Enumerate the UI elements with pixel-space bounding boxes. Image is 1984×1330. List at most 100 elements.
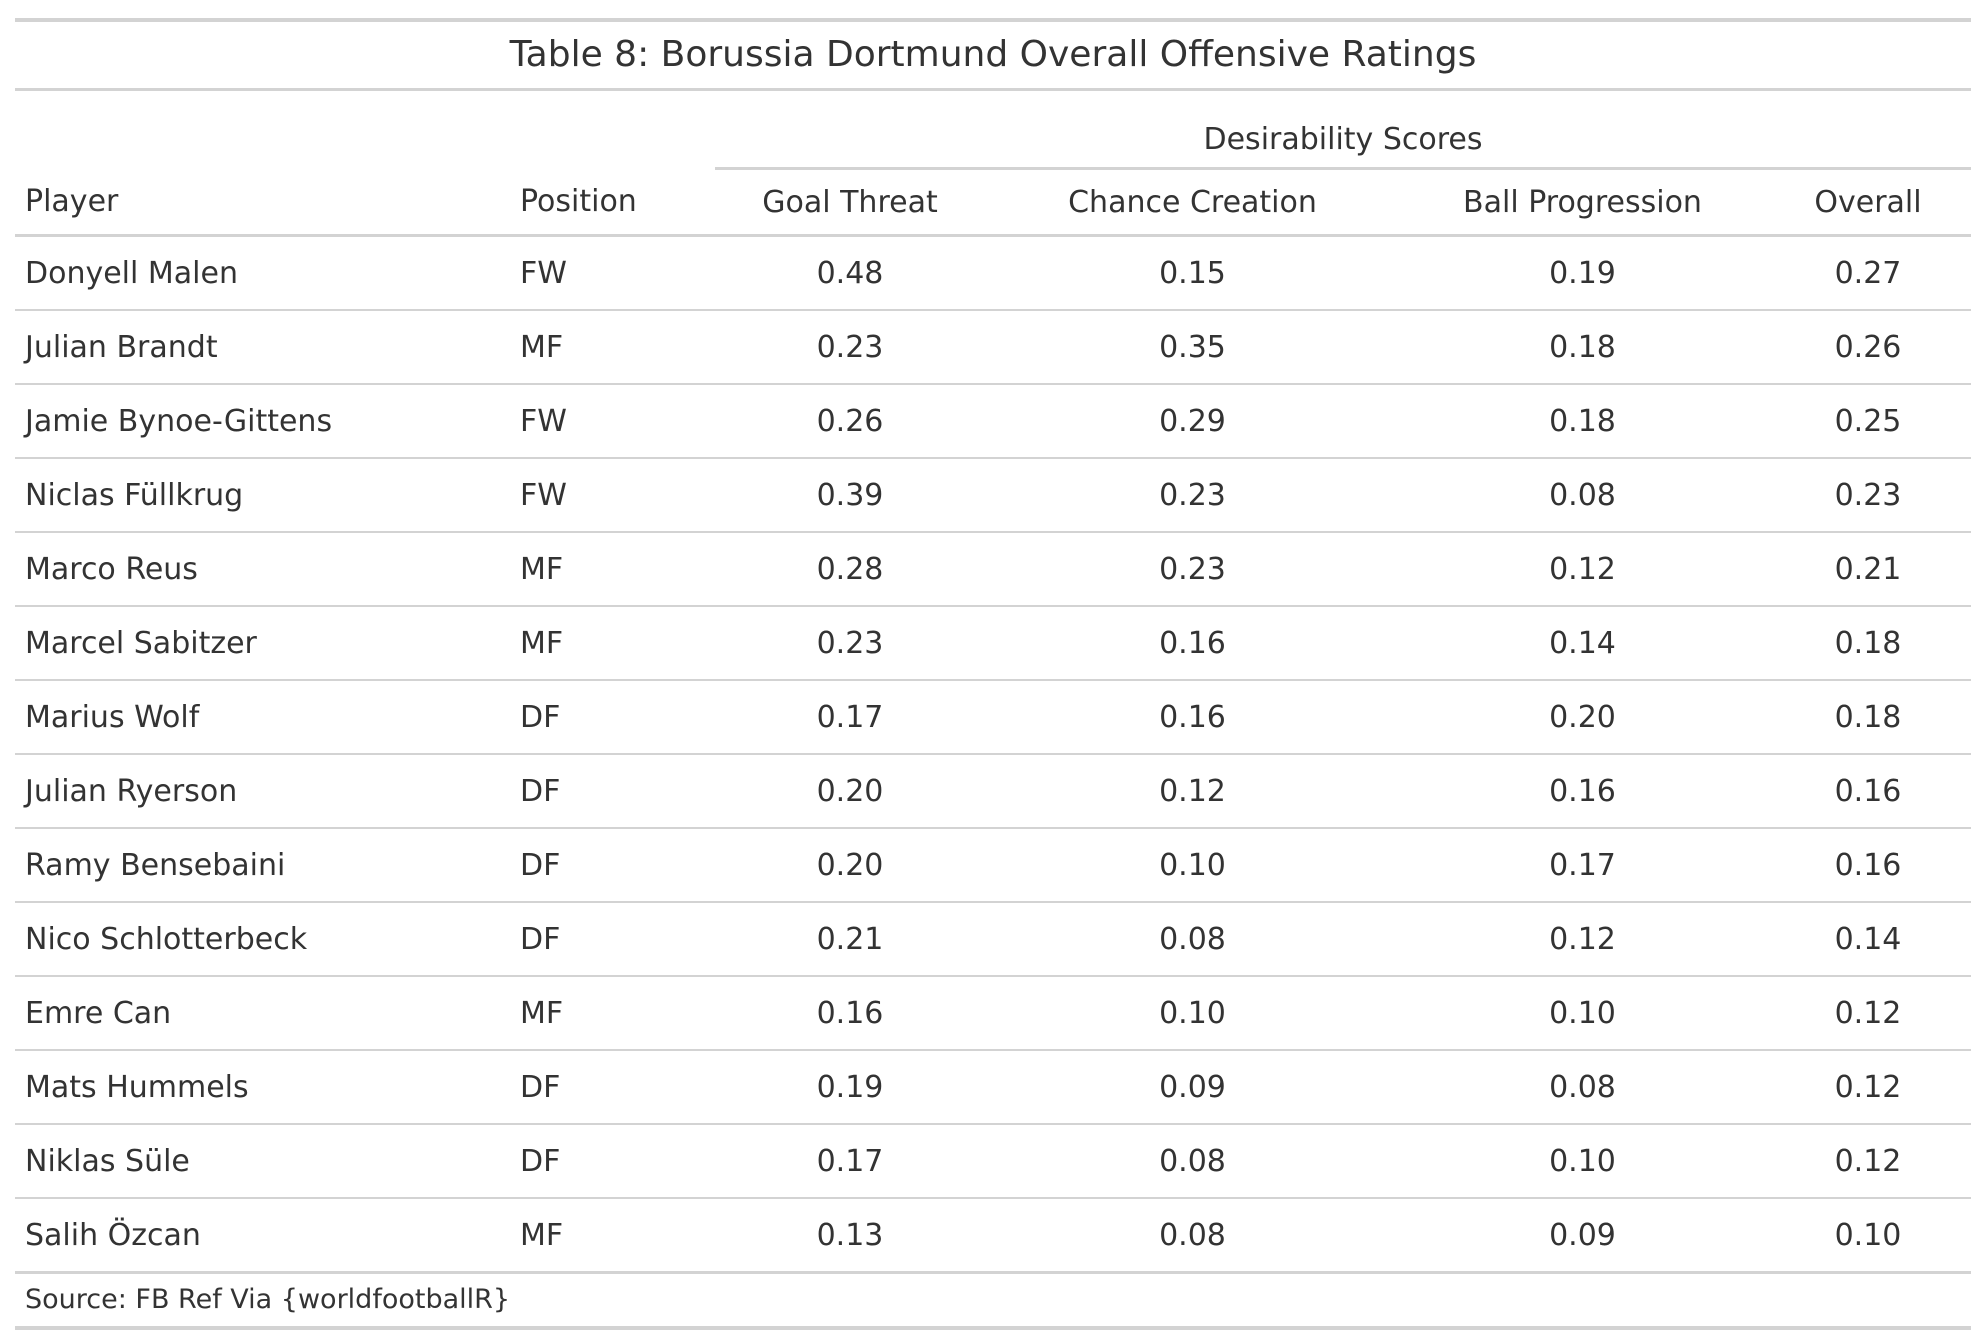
cell-position: MF <box>510 976 715 1051</box>
cell-chance-creation: 0.23 <box>985 458 1400 533</box>
ratings-table-container: Table 8: Borussia Dortmund Overall Offen… <box>15 18 1971 1330</box>
table-row: Niclas Füllkrug FW 0.39 0.23 0.08 0.23 <box>15 458 1971 533</box>
cell-goal-threat: 0.39 <box>715 458 985 533</box>
cell-overall: 0.16 <box>1765 828 1971 903</box>
table-row: Marius Wolf DF 0.17 0.16 0.20 0.18 <box>15 680 1971 755</box>
cell-ball-progression: 0.16 <box>1400 754 1765 829</box>
cell-goal-threat: 0.19 <box>715 1050 985 1125</box>
spanner-empty-cell <box>510 91 715 169</box>
cell-ball-progression: 0.18 <box>1400 310 1765 385</box>
cell-goal-threat: 0.13 <box>715 1198 985 1274</box>
cell-overall: 0.12 <box>1765 1124 1971 1199</box>
cell-chance-creation: 0.12 <box>985 754 1400 829</box>
cell-ball-progression: 0.19 <box>1400 235 1765 311</box>
cell-goal-threat: 0.23 <box>715 606 985 681</box>
cell-overall: 0.26 <box>1765 310 1971 385</box>
cell-goal-threat: 0.17 <box>715 680 985 755</box>
cell-player: Julian Ryerson <box>15 754 510 829</box>
cell-goal-threat: 0.23 <box>715 310 985 385</box>
cell-chance-creation: 0.08 <box>985 902 1400 977</box>
cell-player: Emre Can <box>15 976 510 1051</box>
table-body: Donyell Malen FW 0.48 0.15 0.19 0.27 Julian Br… <box>15 235 1971 1274</box>
cell-overall: 0.12 <box>1765 1050 1971 1125</box>
cell-ball-progression: 0.14 <box>1400 606 1765 681</box>
cell-player: Jamie Bynoe-Gittens <box>15 384 510 459</box>
cell-overall: 0.23 <box>1765 458 1971 533</box>
cell-chance-creation: 0.10 <box>985 976 1400 1051</box>
cell-chance-creation: 0.08 <box>985 1124 1400 1199</box>
cell-player: Marius Wolf <box>15 680 510 755</box>
cell-chance-creation: 0.23 <box>985 532 1400 607</box>
cell-ball-progression: 0.08 <box>1400 1050 1765 1125</box>
table-row: Emre Can MF 0.16 0.10 0.10 0.12 <box>15 976 1971 1051</box>
cell-ball-progression: 0.08 <box>1400 458 1765 533</box>
column-header-goal-threat: Goal Threat <box>715 168 985 237</box>
cell-chance-creation: 0.15 <box>985 235 1400 311</box>
cell-position: FW <box>510 384 715 459</box>
cell-position: FW <box>510 458 715 533</box>
table-row: Ramy Bensebaini DF 0.20 0.10 0.17 0.16 <box>15 828 1971 903</box>
cell-goal-threat: 0.48 <box>715 235 985 311</box>
cell-player: Marco Reus <box>15 532 510 607</box>
cell-position: MF <box>510 532 715 607</box>
cell-ball-progression: 0.18 <box>1400 384 1765 459</box>
column-header-row: Player Position Goal Threat Chance Creat… <box>15 168 1971 237</box>
column-header-chance-creation: Chance Creation <box>985 168 1400 237</box>
cell-overall: 0.25 <box>1765 384 1971 459</box>
cell-ball-progression: 0.12 <box>1400 532 1765 607</box>
cell-player: Ramy Bensebaini <box>15 828 510 903</box>
cell-chance-creation: 0.29 <box>985 384 1400 459</box>
cell-player: Niclas Füllkrug <box>15 458 510 533</box>
cell-overall: 0.14 <box>1765 902 1971 977</box>
cell-chance-creation: 0.10 <box>985 828 1400 903</box>
cell-ball-progression: 0.09 <box>1400 1198 1765 1274</box>
cell-chance-creation: 0.35 <box>985 310 1400 385</box>
cell-chance-creation: 0.09 <box>985 1050 1400 1125</box>
spanner-row: Desirability Scores <box>15 91 1971 170</box>
cell-ball-progression: 0.12 <box>1400 902 1765 977</box>
cell-position: DF <box>510 1124 715 1199</box>
cell-player: Donyell Malen <box>15 235 510 311</box>
cell-chance-creation: 0.16 <box>985 606 1400 681</box>
cell-overall: 0.18 <box>1765 606 1971 681</box>
cell-goal-threat: 0.28 <box>715 532 985 607</box>
table-row: Julian Brandt MF 0.23 0.35 0.18 0.26 <box>15 310 1971 385</box>
cell-goal-threat: 0.17 <box>715 1124 985 1199</box>
source-note: Source: FB Ref Via {worldfootballR} <box>15 1274 1971 1330</box>
cell-chance-creation: 0.08 <box>985 1198 1400 1274</box>
table-row: Nico Schlotterbeck DF 0.21 0.08 0.12 0.14 <box>15 902 1971 977</box>
cell-position: MF <box>510 310 715 385</box>
cell-ball-progression: 0.10 <box>1400 976 1765 1051</box>
cell-goal-threat: 0.20 <box>715 754 985 829</box>
cell-goal-threat: 0.20 <box>715 828 985 903</box>
column-header-overall: Overall <box>1765 168 1971 237</box>
table-row: Mats Hummels DF 0.19 0.09 0.08 0.12 <box>15 1050 1971 1125</box>
cell-player: Mats Hummels <box>15 1050 510 1125</box>
cell-position: MF <box>510 606 715 681</box>
cell-position: DF <box>510 828 715 903</box>
table-row: Salih Özcan MF 0.13 0.08 0.09 0.10 <box>15 1198 1971 1274</box>
cell-position: DF <box>510 902 715 977</box>
cell-position: MF <box>510 1198 715 1274</box>
cell-player: Salih Özcan <box>15 1198 510 1274</box>
cell-ball-progression: 0.20 <box>1400 680 1765 755</box>
table-row: Julian Ryerson DF 0.20 0.12 0.16 0.16 <box>15 754 1971 829</box>
cell-overall: 0.16 <box>1765 754 1971 829</box>
cell-goal-threat: 0.21 <box>715 902 985 977</box>
table-row: Donyell Malen FW 0.48 0.15 0.19 0.27 <box>15 235 1971 311</box>
table-title: Table 8: Borussia Dortmund Overall Offen… <box>15 22 1971 91</box>
spanner-empty-cell <box>15 91 510 169</box>
cell-player: Niklas Süle <box>15 1124 510 1199</box>
ratings-table: Desirability Scores Player Position Goal… <box>15 91 1971 1274</box>
cell-player: Nico Schlotterbeck <box>15 902 510 977</box>
cell-goal-threat: 0.26 <box>715 384 985 459</box>
table-row: Niklas Süle DF 0.17 0.08 0.10 0.12 <box>15 1124 1971 1199</box>
cell-player: Julian Brandt <box>15 310 510 385</box>
cell-position: DF <box>510 1050 715 1125</box>
cell-player: Marcel Sabitzer <box>15 606 510 681</box>
column-header-position: Position <box>510 168 715 237</box>
cell-overall: 0.21 <box>1765 532 1971 607</box>
desirability-scores-spanner: Desirability Scores <box>715 91 1971 170</box>
table-row: Marco Reus MF 0.28 0.23 0.12 0.21 <box>15 532 1971 607</box>
column-header-ball-progression: Ball Progression <box>1400 168 1765 237</box>
